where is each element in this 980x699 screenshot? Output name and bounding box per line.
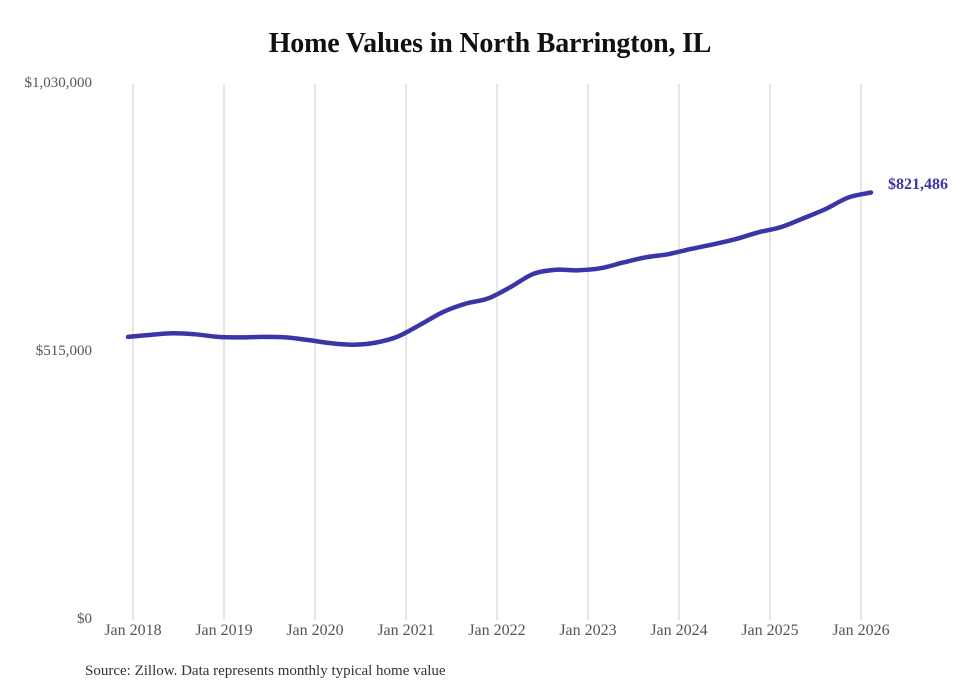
- series-end-value-label: $821,486: [888, 175, 948, 193]
- source-note: Source: Zillow. Data represents monthly …: [85, 663, 446, 679]
- x-axis-tick-label: Jan 2024: [650, 622, 708, 639]
- y-axis-tick-label: $0: [77, 611, 92, 627]
- x-axis-tick-label: Jan 2026: [832, 622, 890, 639]
- x-axis-tick-label: Jan 2023: [559, 622, 617, 639]
- x-axis-tick-label: Jan 2020: [286, 622, 344, 639]
- chart-title: Home Values in North Barrington, IL: [268, 28, 712, 59]
- x-axis-tick-label: Jan 2022: [468, 622, 526, 639]
- x-axis-tick-label: Jan 2025: [741, 622, 799, 639]
- x-axis-tick-label: Jan 2019: [195, 622, 253, 639]
- x-axis-tick-label: Jan 2021: [377, 622, 435, 639]
- series-line-typical-home-value: [125, 190, 874, 347]
- x-axis-tick-label: Jan 2018: [104, 622, 162, 639]
- y-axis-tick-label: $1,030,000: [24, 75, 93, 91]
- gridlines-group: [132, 84, 862, 620]
- y-axis-tick-label: $515,000: [35, 343, 92, 359]
